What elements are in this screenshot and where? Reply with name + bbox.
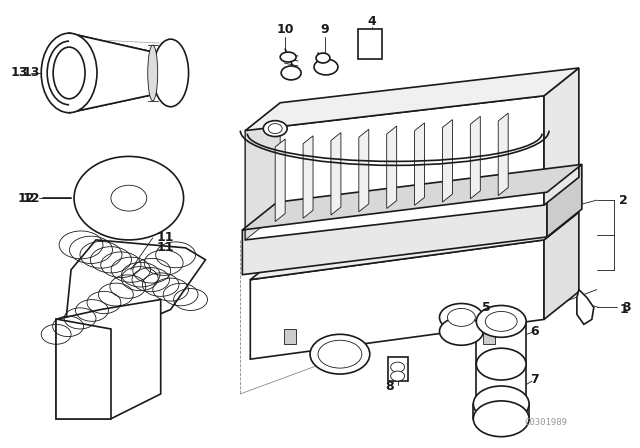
Ellipse shape bbox=[153, 39, 189, 107]
Text: 3: 3 bbox=[622, 301, 631, 314]
Text: 12: 12 bbox=[17, 192, 35, 205]
Polygon shape bbox=[250, 240, 544, 359]
Polygon shape bbox=[476, 364, 526, 404]
Polygon shape bbox=[56, 300, 161, 419]
Polygon shape bbox=[245, 103, 280, 240]
Text: 1: 1 bbox=[620, 303, 628, 316]
Ellipse shape bbox=[440, 318, 483, 345]
Polygon shape bbox=[275, 139, 285, 221]
Ellipse shape bbox=[280, 52, 296, 62]
Polygon shape bbox=[544, 212, 579, 319]
Ellipse shape bbox=[53, 47, 85, 99]
Polygon shape bbox=[415, 123, 424, 205]
Polygon shape bbox=[470, 116, 480, 199]
Polygon shape bbox=[69, 33, 171, 113]
Polygon shape bbox=[250, 212, 579, 280]
Polygon shape bbox=[387, 126, 397, 208]
Polygon shape bbox=[243, 164, 582, 230]
Text: 11: 11 bbox=[157, 232, 175, 245]
Polygon shape bbox=[547, 164, 582, 237]
Ellipse shape bbox=[476, 348, 526, 380]
Polygon shape bbox=[498, 113, 508, 195]
Text: 11: 11 bbox=[157, 241, 175, 254]
Ellipse shape bbox=[485, 311, 517, 332]
Polygon shape bbox=[577, 289, 594, 324]
Text: 4: 4 bbox=[367, 15, 376, 28]
Polygon shape bbox=[284, 329, 296, 344]
Ellipse shape bbox=[474, 401, 529, 437]
Ellipse shape bbox=[476, 306, 526, 337]
Ellipse shape bbox=[474, 386, 529, 422]
Polygon shape bbox=[303, 136, 313, 218]
Polygon shape bbox=[544, 68, 579, 205]
Ellipse shape bbox=[316, 53, 330, 63]
Polygon shape bbox=[66, 240, 205, 339]
Text: 6: 6 bbox=[530, 325, 538, 338]
Text: 13: 13 bbox=[22, 66, 40, 79]
Ellipse shape bbox=[390, 371, 404, 381]
Polygon shape bbox=[483, 329, 495, 344]
Ellipse shape bbox=[148, 45, 157, 101]
Text: 12: 12 bbox=[22, 192, 40, 205]
Polygon shape bbox=[388, 357, 408, 381]
Text: 7: 7 bbox=[530, 373, 538, 386]
Ellipse shape bbox=[440, 303, 483, 332]
Ellipse shape bbox=[268, 124, 282, 134]
Ellipse shape bbox=[318, 340, 362, 368]
Ellipse shape bbox=[390, 362, 404, 372]
Ellipse shape bbox=[310, 334, 370, 374]
Ellipse shape bbox=[111, 185, 147, 211]
Polygon shape bbox=[245, 96, 544, 240]
Polygon shape bbox=[331, 133, 341, 215]
Text: 13: 13 bbox=[11, 66, 28, 79]
Text: 10: 10 bbox=[276, 23, 294, 36]
Polygon shape bbox=[56, 319, 111, 419]
Text: 8: 8 bbox=[385, 380, 394, 393]
Text: 9: 9 bbox=[321, 23, 330, 36]
Text: 5: 5 bbox=[482, 301, 491, 314]
Ellipse shape bbox=[41, 33, 97, 113]
Polygon shape bbox=[442, 120, 452, 202]
Polygon shape bbox=[358, 29, 381, 59]
Text: C0301989: C0301989 bbox=[525, 418, 568, 426]
Polygon shape bbox=[243, 192, 547, 275]
Polygon shape bbox=[359, 129, 369, 212]
Polygon shape bbox=[245, 68, 579, 130]
Ellipse shape bbox=[281, 66, 301, 80]
Text: 2: 2 bbox=[620, 194, 628, 207]
Ellipse shape bbox=[447, 309, 476, 326]
Ellipse shape bbox=[263, 121, 287, 137]
Ellipse shape bbox=[314, 59, 338, 75]
Ellipse shape bbox=[74, 156, 184, 240]
